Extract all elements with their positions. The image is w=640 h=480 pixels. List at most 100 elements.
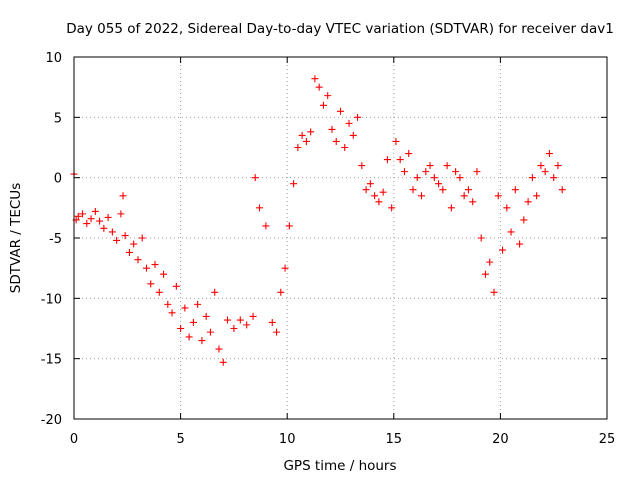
data-point-marker	[79, 210, 87, 218]
data-point-marker	[155, 288, 163, 296]
data-point-marker	[324, 92, 332, 100]
data-point-marker	[83, 220, 91, 228]
data-point-marker	[511, 186, 519, 194]
data-point-marker	[138, 234, 146, 242]
grid	[74, 57, 607, 419]
data-point-marker	[477, 234, 485, 242]
data-point-marker	[251, 174, 259, 182]
data-point-marker	[413, 174, 421, 182]
data-point-marker	[362, 186, 370, 194]
data-point-marker	[91, 207, 99, 215]
x-tick-label: 25	[599, 432, 616, 447]
data-point-marker	[319, 101, 327, 109]
data-point-marker	[236, 316, 244, 324]
data-point-marker	[366, 180, 374, 188]
data-point-marker	[486, 258, 494, 266]
data-point-marker	[550, 174, 558, 182]
data-point-marker	[341, 144, 349, 151]
data-point-marker	[481, 270, 489, 278]
data-point-marker	[349, 131, 357, 139]
data-point-marker	[230, 325, 238, 332]
data-point-marker	[409, 186, 417, 194]
x-tick-label: 20	[492, 432, 509, 447]
data-point-marker	[426, 162, 434, 170]
data-point-marker	[371, 192, 379, 200]
data-point-marker	[96, 217, 104, 225]
data-point-marker	[494, 192, 502, 200]
y-tick-label: 5	[54, 111, 62, 126]
y-tick-label: -5	[49, 232, 62, 247]
data-point-marker	[499, 246, 507, 254]
data-point-marker	[541, 168, 549, 176]
data-point-marker	[224, 316, 232, 324]
y-tick-label: 0	[54, 172, 62, 187]
data-point-marker	[151, 261, 159, 269]
data-point-marker	[418, 192, 426, 200]
data-point-marker	[160, 270, 168, 278]
data-point-marker	[202, 312, 210, 320]
data-point-marker	[219, 358, 227, 366]
data-point-marker	[375, 198, 383, 206]
y-tick-labels: -20 -15 -10 -5 0 5 10	[41, 51, 62, 428]
data-point-marker	[400, 168, 408, 176]
data-point-marker	[113, 236, 121, 244]
data-point-marker	[117, 210, 125, 218]
data-point-marker	[490, 288, 498, 296]
data-point-marker	[172, 282, 180, 290]
x-tick-label: 10	[279, 432, 296, 447]
data-point-marker	[422, 168, 430, 176]
data-point-marker	[74, 212, 82, 220]
data-point-marker	[130, 240, 138, 248]
data-point-marker	[516, 240, 524, 248]
data-point-marker	[100, 224, 108, 232]
data-point-marker	[315, 83, 323, 91]
data-point-marker	[108, 228, 116, 236]
data-point-marker	[290, 180, 298, 188]
data-point-marker	[503, 204, 511, 212]
y-axis-label: SDTVAR / TECUs	[8, 183, 24, 293]
data-point-marker	[558, 186, 566, 194]
y-tick-label: -15	[41, 353, 62, 368]
data-point-marker	[181, 304, 189, 312]
data-point-marker	[383, 156, 391, 164]
data-point-marker	[104, 213, 112, 221]
data-point-marker	[268, 318, 276, 326]
y-tick-label: -20	[41, 413, 62, 428]
data-point-marker	[211, 288, 219, 296]
x-tick-labels: 0 5 10 15 20 25	[70, 432, 615, 447]
data-point-marker	[119, 192, 127, 200]
data-point-marker	[164, 300, 172, 308]
chart-title: Day 055 of 2022, Sidereal Day-to-day VTE…	[66, 21, 614, 37]
data-point-marker	[215, 345, 223, 353]
data-point-marker	[332, 137, 340, 145]
data-point-marker	[206, 328, 214, 336]
data-point-marker	[294, 144, 302, 151]
data-point-marker	[388, 204, 396, 212]
data-point-marker	[379, 188, 387, 196]
data-point-marker	[452, 168, 460, 176]
data-point-marker	[447, 204, 455, 212]
data-point-marker	[277, 288, 285, 296]
data-point-marker	[443, 162, 451, 170]
data-point-marker	[189, 318, 197, 326]
data-point-marker	[354, 113, 362, 121]
data-point-marker	[358, 162, 366, 170]
data-point-marker	[507, 228, 515, 236]
data-point-marker	[469, 198, 477, 206]
x-tick-label: 5	[176, 432, 184, 447]
data-point-marker	[435, 180, 443, 188]
data-point-marker	[134, 256, 142, 264]
data-point-marker	[439, 186, 447, 194]
data-point-marker	[460, 192, 468, 200]
data-point-marker	[307, 128, 315, 136]
data-point-marker	[464, 186, 472, 194]
data-point-marker	[147, 280, 155, 288]
data-point-marker	[243, 321, 251, 329]
data-point-marker	[473, 168, 481, 176]
data-point-marker	[185, 333, 193, 341]
data-point-marker	[177, 325, 185, 332]
data-point-marker	[337, 107, 344, 115]
data-point-marker	[537, 162, 545, 170]
data-point-marker	[168, 309, 176, 317]
